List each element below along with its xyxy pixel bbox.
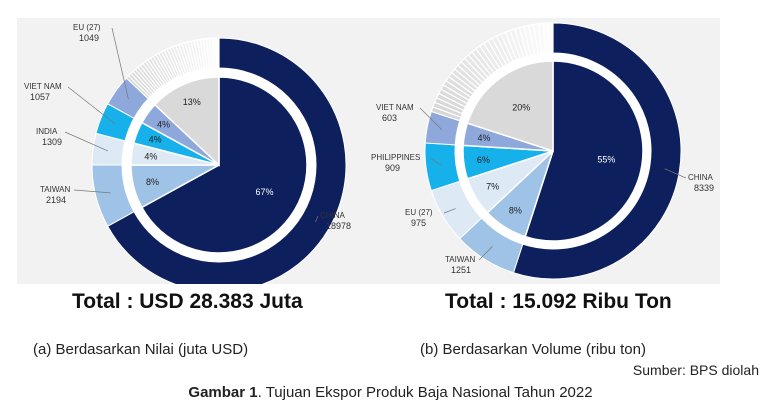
figure-title: Gambar 1. Tujuan Ekspor Produk Baja Nasi…: [0, 384, 781, 401]
leader-line: [64, 131, 109, 152]
inner-pct-label: 55%: [597, 154, 615, 164]
inner-slice-others: [466, 60, 554, 153]
outer-slice-others: [215, 37, 220, 69]
inner-slice-china: [140, 76, 308, 254]
inner-pct-label: 4%: [157, 120, 170, 130]
outer-label-value: 1309: [42, 137, 62, 147]
outer-label-value: 909: [385, 163, 400, 173]
leader-line: [478, 246, 493, 261]
outer-label-name: CHINA: [320, 211, 346, 220]
leader-line: [443, 208, 456, 214]
outer-label-name: EU (27): [73, 23, 101, 32]
outer-label-value: 1251: [451, 265, 471, 275]
outer-label-name: VIET NAM: [376, 103, 414, 112]
leader-line: [67, 86, 116, 125]
chart-panel-volume: 55% 8% 7% 6% 4% 20% CHINA 8339 TAIWAN 1251 EU (27)…: [365, 18, 720, 284]
outer-label-value: 8339: [694, 183, 714, 193]
leader-line: [429, 157, 442, 166]
donut-chart-value: 67%8%4%4%4%13%CHINA18978TAIWAN2194INDIA1…: [24, 23, 351, 284]
outer-label-name: PHILIPPINES: [371, 153, 420, 162]
outer-label-name: CHINA: [688, 173, 714, 182]
leader-line: [111, 27, 129, 100]
total-value-label: Total : USD 28.383 Juta: [72, 290, 303, 313]
inner-pct-label: 8%: [509, 205, 522, 215]
outer-label-name: EU (27): [405, 208, 433, 217]
caption-volume: (b) Berdasarkan Volume (ribu ton): [420, 341, 646, 358]
inner-pct-label: 13%: [183, 97, 201, 107]
inner-pct-label: 7%: [486, 182, 499, 192]
outer-label-name: INDIA: [36, 127, 58, 136]
inner-pct-label: 4%: [144, 151, 157, 161]
outer-slice-philippines: [424, 142, 461, 192]
donut-group: 67%8%4%4%4%13%CHINA18978TAIWAN2194INDIA1…: [24, 23, 351, 284]
outer-label-value: 2194: [46, 195, 66, 205]
inner-slice-others: [153, 76, 220, 167]
outer-label-name: TAIWAN: [445, 255, 475, 264]
outer-label-name: TAIWAN: [40, 185, 70, 194]
leader-line: [315, 215, 319, 223]
inner-pct-label: 4%: [149, 135, 162, 145]
inner-pct-label: 67%: [255, 187, 273, 197]
inner-pct-label: 4%: [478, 133, 491, 143]
inner-pct-label: 6%: [477, 155, 490, 165]
leader-line: [73, 189, 111, 194]
source-note: Sumber: BPS diolah: [632, 362, 759, 378]
outer-label-value: 1049: [79, 33, 99, 43]
outer-label-value: 975: [411, 218, 426, 228]
outer-label-value: 1057: [30, 92, 50, 102]
figure-number: Gambar 1: [188, 384, 258, 401]
leader-line: [419, 107, 443, 131]
outer-label-name: VIET NAM: [24, 82, 62, 91]
outer-slice-others: [547, 22, 554, 54]
outer-label-value: 18978: [326, 221, 351, 231]
leader-line: [664, 168, 687, 179]
inner-pct-label: 8%: [146, 177, 159, 187]
chart-panel-value: 67% 8% 4% 4% 4% 13% CHINA 18978 TAIWAN 2194 INDIA 1…: [17, 18, 372, 284]
total-volume-label: Total : 15.092 Ribu Ton: [445, 290, 672, 313]
outer-label-value: 603: [382, 113, 397, 123]
inner-pct-label: 20%: [512, 102, 530, 112]
caption-value: (a) Berdasarkan Nilai (juta USD): [33, 341, 249, 358]
inner-slice-china: [524, 60, 644, 242]
figure-title-text: . Tujuan Ekspor Produk Baja Nasional Tah…: [257, 384, 593, 401]
